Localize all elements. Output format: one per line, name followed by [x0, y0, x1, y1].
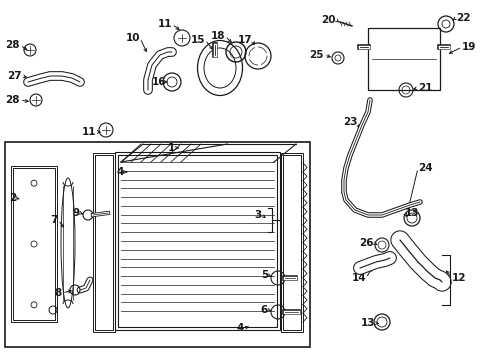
Text: 9: 9 — [73, 208, 80, 218]
Bar — [5, 142, 309, 347]
Bar — [13, 168, 55, 320]
Text: 23: 23 — [343, 117, 357, 127]
Text: 21: 21 — [417, 83, 431, 93]
Text: 24: 24 — [417, 163, 432, 173]
Text: 4: 4 — [236, 323, 244, 333]
Bar — [93, 153, 115, 332]
Text: 28: 28 — [5, 40, 20, 50]
Text: 11: 11 — [81, 127, 96, 137]
Text: 14: 14 — [351, 273, 365, 283]
Text: 26: 26 — [359, 238, 373, 248]
Text: 1: 1 — [167, 143, 175, 153]
Text: 17: 17 — [237, 35, 251, 45]
Text: 18: 18 — [210, 31, 224, 41]
Bar — [367, 28, 439, 90]
Text: 16: 16 — [151, 77, 165, 87]
Text: 12: 12 — [451, 273, 466, 283]
Text: 4: 4 — [116, 167, 124, 177]
Text: 6: 6 — [260, 305, 267, 315]
Text: 15: 15 — [190, 35, 204, 45]
Text: 19: 19 — [461, 42, 475, 52]
Bar — [115, 152, 280, 330]
Text: 22: 22 — [455, 13, 469, 23]
Bar — [281, 153, 303, 332]
Bar — [11, 166, 57, 322]
Text: 10: 10 — [125, 33, 140, 43]
Text: 11: 11 — [157, 19, 172, 29]
Text: 8: 8 — [55, 288, 62, 298]
Bar — [118, 155, 276, 327]
Text: 13: 13 — [404, 208, 419, 218]
Bar — [95, 155, 113, 330]
Text: 20: 20 — [321, 15, 335, 25]
Text: 7: 7 — [51, 215, 58, 225]
Bar — [283, 155, 301, 330]
Text: 2: 2 — [9, 193, 16, 203]
Text: 25: 25 — [309, 50, 324, 60]
Text: 28: 28 — [5, 95, 20, 105]
Text: 5: 5 — [260, 270, 267, 280]
Text: 3: 3 — [254, 210, 262, 220]
Text: 13: 13 — [360, 318, 374, 328]
Text: 27: 27 — [7, 71, 22, 81]
